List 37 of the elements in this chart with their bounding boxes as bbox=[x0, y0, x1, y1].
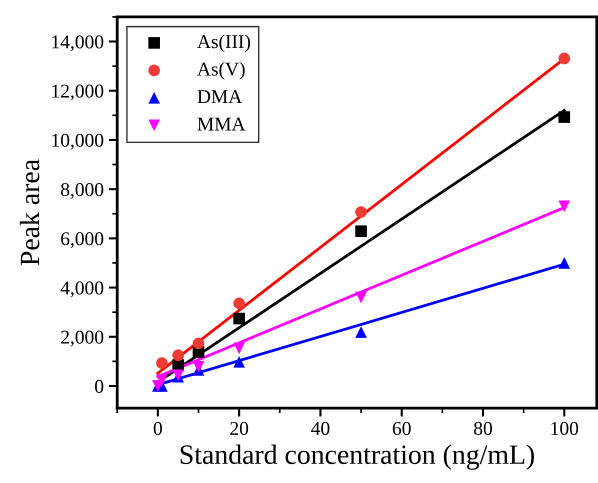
x-tick-label: 60 bbox=[392, 422, 411, 436]
point bbox=[156, 374, 168, 386]
x-axis-title: Standard concentration (ng/mL) bbox=[180, 444, 534, 470]
y-tick-label: 12,000 bbox=[52, 84, 104, 100]
point bbox=[558, 257, 570, 269]
point bbox=[558, 200, 570, 212]
y-tick-label: 14,000 bbox=[52, 35, 104, 52]
point bbox=[355, 206, 367, 218]
point bbox=[233, 298, 245, 310]
point bbox=[355, 225, 367, 238]
x-tick-label: 0 bbox=[154, 422, 162, 436]
legend-label: As(III) bbox=[197, 34, 250, 52]
point bbox=[192, 338, 204, 350]
x-tick-label: 100 bbox=[551, 422, 578, 436]
y-tick-label: 2,000 bbox=[61, 330, 104, 347]
legend-label: As(V) bbox=[197, 62, 245, 80]
y-tick-label: 8,000 bbox=[61, 182, 104, 199]
y-tick-label: 10,000 bbox=[52, 134, 104, 150]
y-tick-label: 4,000 bbox=[60, 281, 104, 298]
y-tick-label: 6,000 bbox=[61, 232, 104, 248]
x-tick-label: 80 bbox=[474, 422, 492, 436]
legend-label: MMA bbox=[197, 118, 246, 130]
point bbox=[355, 326, 367, 338]
point bbox=[355, 292, 367, 304]
x-tick-label: 40 bbox=[311, 422, 330, 436]
x-tick-label: 20 bbox=[230, 422, 248, 436]
point bbox=[233, 356, 245, 368]
point bbox=[558, 52, 570, 64]
point bbox=[172, 349, 184, 362]
y-axis-title: Peak area bbox=[20, 159, 40, 266]
point bbox=[233, 342, 245, 354]
legend-label: DMA bbox=[197, 90, 242, 104]
point bbox=[192, 360, 204, 373]
point bbox=[156, 357, 168, 369]
y-tick-label: 0 bbox=[95, 380, 104, 393]
point bbox=[558, 111, 570, 123]
point bbox=[233, 312, 245, 324]
